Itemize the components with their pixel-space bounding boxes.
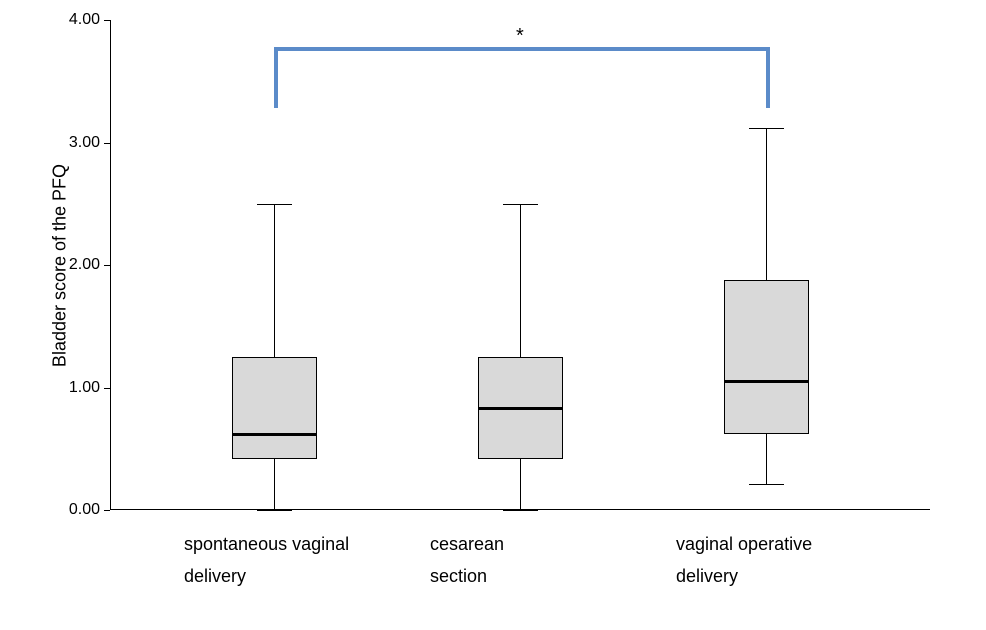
significance-marker: *	[516, 25, 524, 48]
significance-bracket	[0, 0, 986, 630]
